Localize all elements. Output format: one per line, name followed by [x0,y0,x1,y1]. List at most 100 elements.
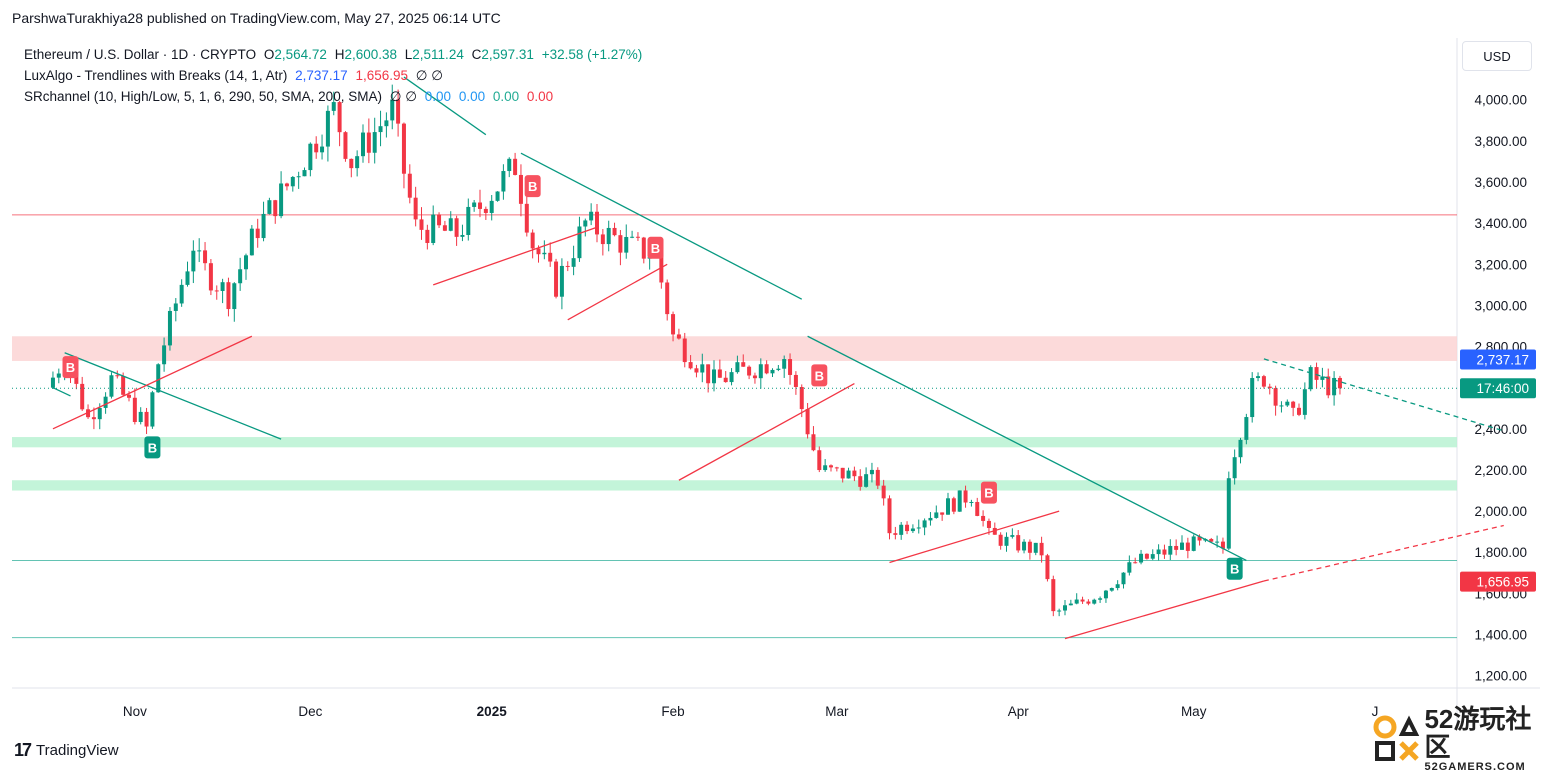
candle [788,359,793,375]
candle [361,132,365,157]
y-tick-label: 2,000.00 [1474,504,1527,519]
candle [595,211,599,235]
candle [665,282,670,315]
candle [618,235,623,253]
candle [407,173,412,198]
y-tick-label: 3,600.00 [1474,175,1527,190]
candle [1244,417,1249,440]
candle [1121,572,1126,585]
candle [630,236,635,238]
price-badge-label: 17:46:00 [1476,381,1529,396]
candle [1139,553,1144,563]
legend-indicator-1[interactable]: LuxAlgo - Trendlines with Breaks (14, 1,… [24,65,646,86]
candle [1308,367,1313,390]
open-value: 2,564.72 [274,47,327,62]
tradingview-logo[interactable]: 17 TradingView [14,740,119,761]
candle [589,211,594,221]
signal-label: B [651,241,660,256]
tradingview-mark-icon: 17 [14,740,32,760]
trendline [1064,580,1265,640]
candle [981,515,986,521]
candle [764,364,769,374]
candle [1226,478,1231,549]
signal-label: B [66,360,75,375]
watermark-logo-icon [1372,714,1420,764]
candle [899,524,904,535]
candle [419,219,424,230]
chart-area[interactable]: 1,200.00 1,400.00 1,600.00 1,800.00 2,000.00… [12,38,1540,728]
candle [1004,536,1009,546]
candle [893,533,898,535]
currency-button[interactable]: USD [1462,41,1532,71]
legend-indicator-2[interactable]: SRchannel (10, High/Low, 5, 1, 6, 290, 5… [24,86,646,107]
y-tick-label: 2,200.00 [1474,463,1527,478]
low-value: 2,511.24 [412,47,464,62]
indicator-2-value-0: ∅ ∅ [389,89,417,104]
candle [1144,553,1149,559]
candle [454,218,459,237]
candle [559,265,564,297]
candle [232,283,237,310]
candle [325,110,330,147]
candle [770,369,775,374]
candle [671,314,676,335]
price-chart[interactable]: 1,200.001,400.001,600.001,800.002,000.00… [12,38,1540,728]
candle [191,250,196,272]
candle [1022,541,1027,551]
x-tick-label: Feb [661,704,684,719]
candle [384,120,389,127]
indicator-1-name[interactable]: LuxAlgo - Trendlines with Breaks (14, 1,… [24,68,288,83]
candle [331,102,336,111]
candle [624,236,629,253]
candle [518,174,523,204]
tradingview-brand: TradingView [36,742,119,759]
resistance-zone [12,336,1457,361]
legend-symbol-row[interactable]: Ethereum / U.S. Dollar · 1D · CRYPTO O2,… [24,44,646,65]
candle [167,310,172,346]
candle [758,364,763,379]
y-tick-label: 3,800.00 [1474,134,1527,149]
candle [1267,386,1272,389]
candle [1127,562,1132,573]
candle [606,227,611,245]
candle [1074,599,1079,604]
candle [852,470,857,477]
candle [97,407,102,420]
candle [80,383,85,410]
candle [472,202,477,207]
price-badge [1460,378,1536,399]
candle [255,228,260,239]
candle [1068,603,1073,606]
signal-label: B [1230,562,1239,577]
candle [811,434,816,451]
candle [226,282,231,310]
candle [501,171,506,192]
y-tick-label: 1,800.00 [1474,545,1527,560]
candle [700,364,705,373]
candle [946,498,950,515]
indicator-2-name[interactable]: SRchannel (10, High/Low, 5, 1, 6, 290, 5… [24,89,382,104]
candle [378,126,383,133]
candle [185,271,190,285]
trendline [889,510,1060,564]
candle [858,476,863,487]
symbol-title[interactable]: Ethereum / U.S. Dollar · 1D · CRYPTO [24,47,257,62]
candle [1103,590,1108,599]
sell-signal-badge [980,481,997,504]
candle [934,512,939,518]
candle [1027,541,1032,553]
candle [1314,367,1319,380]
y-tick-label: 1,400.00 [1474,628,1527,643]
change-value: +32.58 (+1.27%) [541,47,643,62]
candle [279,183,284,217]
candle [448,218,453,231]
candle [846,470,851,479]
candle [635,236,640,238]
candle [782,359,787,369]
candle [150,392,155,427]
candle [805,409,810,435]
low-label: L [404,47,413,62]
candle [302,170,307,177]
candle [571,258,576,267]
candle [747,366,752,376]
